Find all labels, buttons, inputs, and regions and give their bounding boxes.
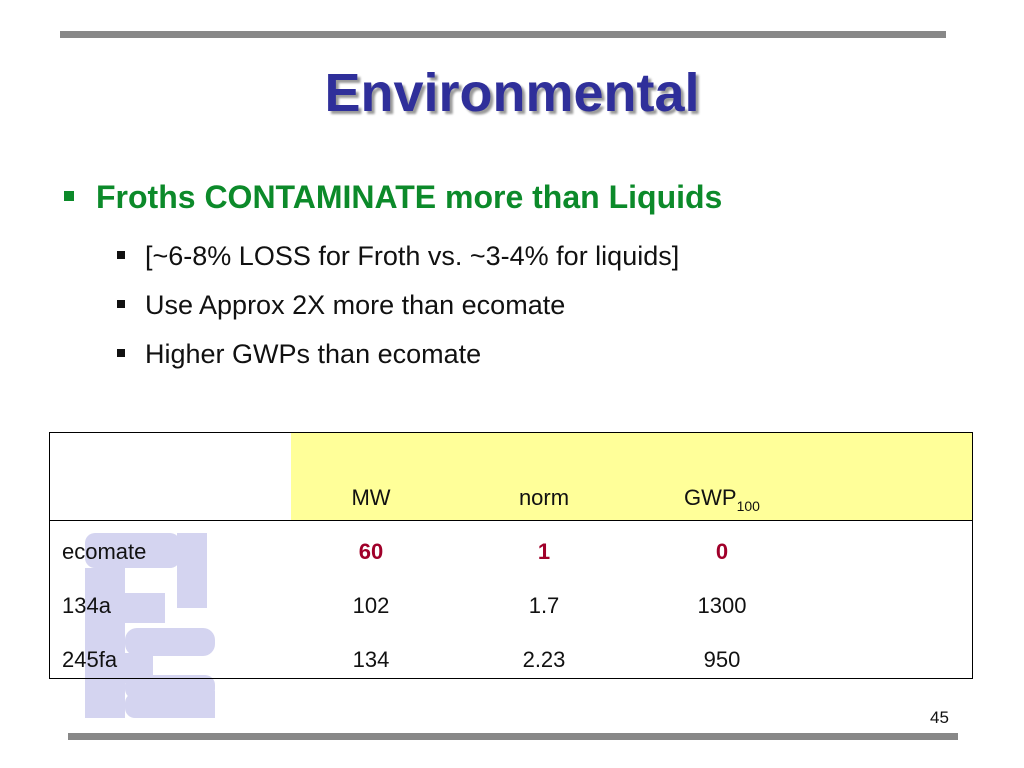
row-name: 134a (62, 593, 111, 618)
row-mw: 60 (358, 539, 384, 564)
header-norm: norm (518, 485, 570, 510)
row-norm: 1 (537, 539, 551, 564)
sub-bullet-item: Use Approx 2X more than ecomate (117, 286, 679, 335)
row-gwp: 0 (715, 539, 729, 564)
table-header: MW norm GWP100 (50, 433, 972, 521)
square-bullet-icon (117, 348, 125, 357)
data-table: MW norm GWP100 ecomate 60 1 0 134a 102 1… (49, 432, 973, 679)
fs-logo-watermark-icon (85, 533, 215, 718)
slide-title: Environmental (324, 63, 700, 123)
sub-bullet-text: Use Approx 2X more than ecomate (145, 290, 566, 320)
row-name: 245fa (62, 647, 118, 672)
sub-bullet-item: Higher GWPs than ecomate (117, 335, 679, 384)
sub-bullet-text: [~6-8% LOSS for Froth vs. ~3-4% for liqu… (145, 241, 680, 271)
table-row: 134a 102 1.7 1300 (50, 579, 972, 633)
top-rule (60, 31, 946, 38)
square-bullet-icon (117, 299, 125, 308)
row-mw: 134 (352, 647, 390, 672)
square-bullet-icon (64, 190, 74, 201)
row-norm: 1.7 (528, 593, 560, 618)
table-row: 245fa 134 2.23 950 (50, 633, 972, 687)
main-bullet: Froths CONTAMINATE more than Liquids (64, 179, 722, 216)
row-gwp: 950 (703, 647, 741, 672)
sub-bullet-text: Higher GWPs than ecomate (145, 339, 482, 369)
header-gwp: GWP100 (662, 485, 782, 514)
square-bullet-icon (117, 250, 125, 259)
page-number: 45 (930, 708, 949, 727)
header-fill (291, 433, 972, 520)
header-gwp-text: GWP (684, 485, 737, 510)
header-gwp-subscript: 100 (736, 498, 760, 514)
main-bullet-text: Froths CONTAMINATE more than Liquids (96, 179, 723, 215)
header-blank-cell (50, 433, 291, 520)
row-gwp: 1300 (697, 593, 747, 618)
sub-bullet-list: [~6-8% LOSS for Froth vs. ~3-4% for liqu… (117, 237, 679, 384)
sub-bullet-item: [~6-8% LOSS for Froth vs. ~3-4% for liqu… (117, 237, 679, 286)
row-norm: 2.23 (522, 647, 566, 672)
row-name: ecomate (62, 539, 147, 564)
table-row: ecomate 60 1 0 (50, 525, 972, 579)
header-mw: MW (351, 485, 391, 510)
bottom-rule (68, 733, 958, 740)
row-mw: 102 (352, 593, 390, 618)
